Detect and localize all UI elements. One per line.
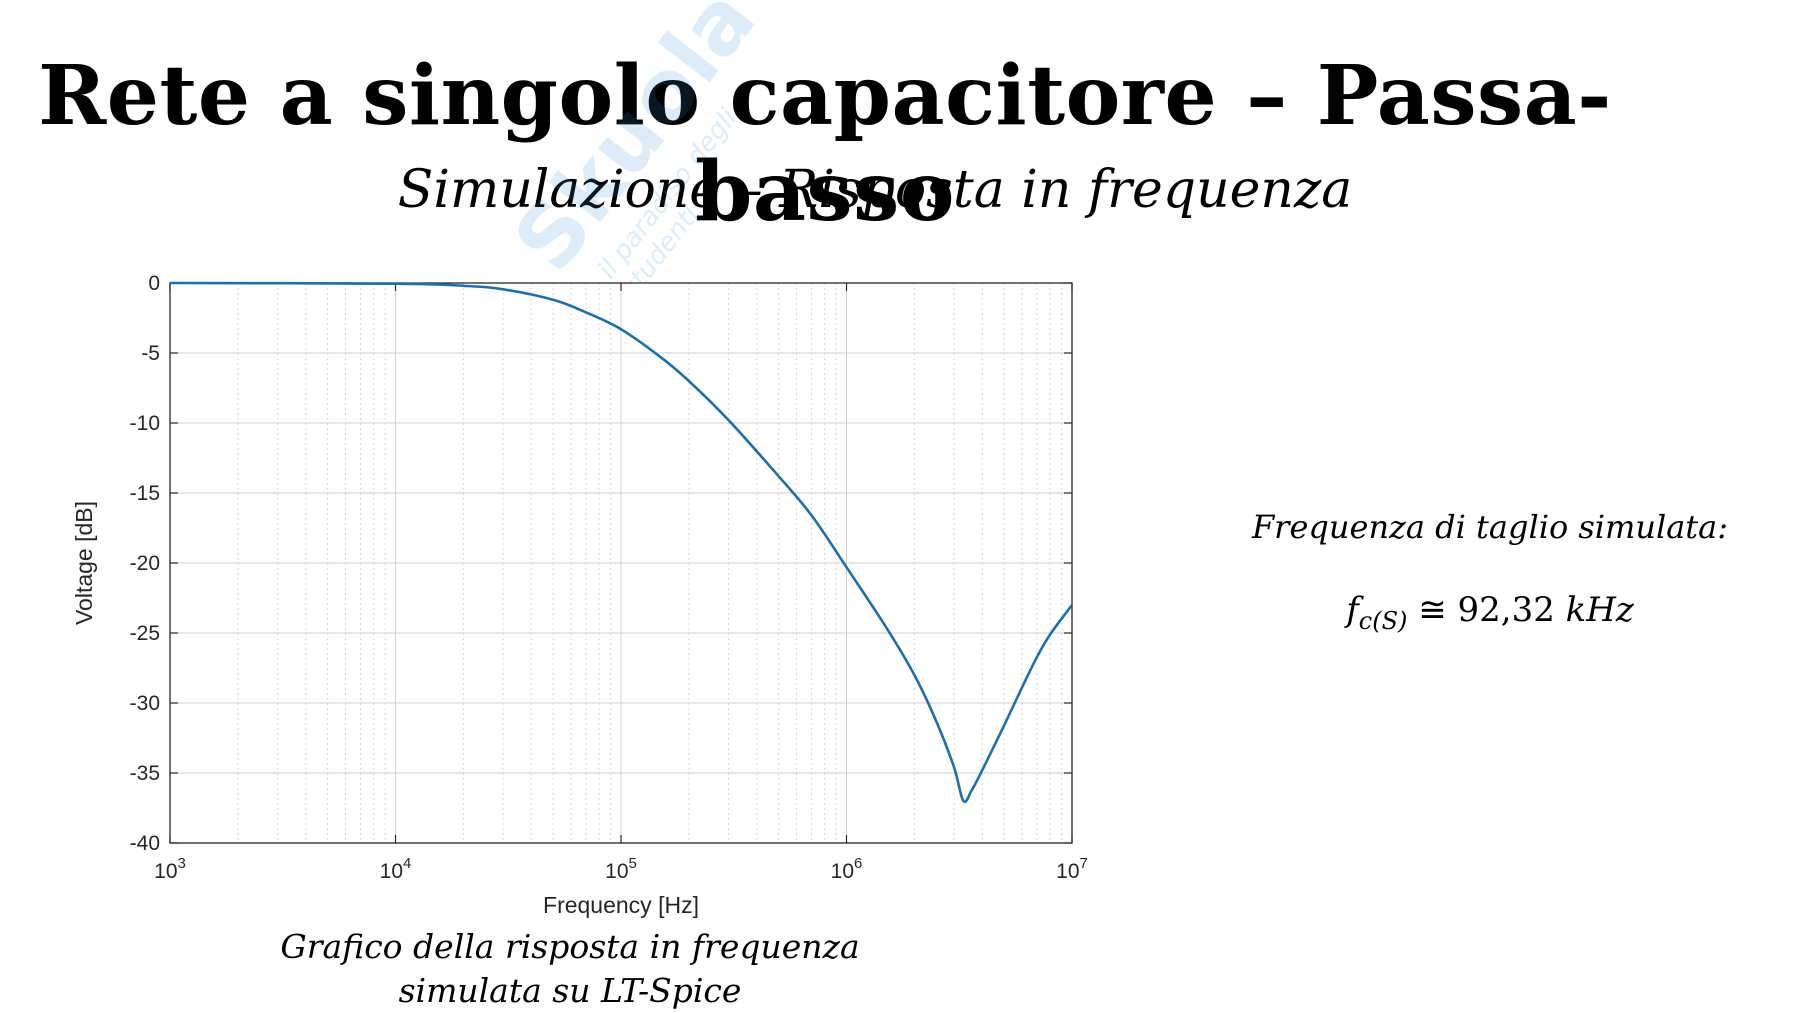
y-tick-label: -30 <box>130 692 160 715</box>
formula-unit: kHz <box>1565 590 1634 630</box>
x-tick-label: 107 <box>1056 855 1088 883</box>
slide-title: Rete a singolo capacitore – Passa-basso <box>38 48 1612 240</box>
formula-subscript: c(S) <box>1358 606 1408 635</box>
caption-line-2: simulata su LT-Spice <box>398 971 742 1010</box>
series-line-voltage <box>169 281 1074 804</box>
x-tick-label: 105 <box>605 855 637 883</box>
chart-caption: Grafico della risposta in frequenza simu… <box>260 925 880 1013</box>
formula-symbol: f <box>1346 590 1359 630</box>
y-tick-label: -40 <box>130 832 160 855</box>
x-tick-label: 106 <box>831 855 863 883</box>
cutoff-formula: fc(S) ≅ 92,32 kHz <box>1230 590 1750 635</box>
slide-subtitle: Simulazione – Risposta in frequenza <box>397 160 1353 220</box>
y-tick-label: -35 <box>130 762 160 785</box>
y-axis-label: Voltage [dB] <box>71 501 97 625</box>
x-tick-label: 104 <box>380 855 412 883</box>
formula-relation: ≅ 92,32 <box>1407 590 1566 630</box>
y-tick-label: -5 <box>141 342 160 365</box>
x-tick-label: 103 <box>154 855 186 883</box>
cutoff-label: Frequenza di taglio simulata: <box>1251 508 1729 546</box>
y-tick-label: -15 <box>130 482 160 505</box>
y-tick-label: -10 <box>130 412 160 435</box>
y-tick-label: -25 <box>130 622 160 645</box>
caption-line-1: Grafico della risposta in frequenza <box>280 927 860 966</box>
x-axis-label: Frequency [Hz] <box>543 892 699 918</box>
y-tick-label: 0 <box>148 272 160 295</box>
y-tick-label: -20 <box>130 552 160 575</box>
